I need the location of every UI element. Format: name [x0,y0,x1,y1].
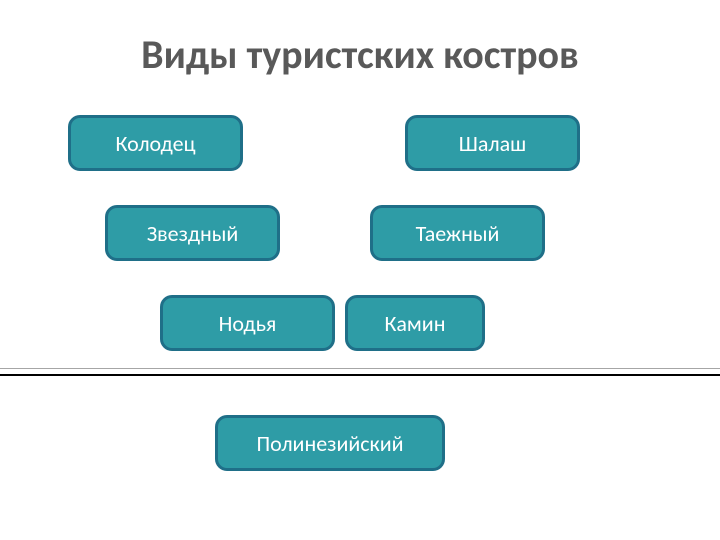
campfire-node-kolodets: Колодец [68,115,243,171]
divider-line [0,368,720,369]
campfire-node-nodya: Нодья [160,295,335,351]
slide-title: Виды туристских костров [0,30,720,79]
divider-line [0,374,720,376]
campfire-node-kamin: Камин [345,295,485,351]
campfire-node-zvezdny: Звездный [105,205,280,261]
campfire-node-taezhny: Таежный [370,205,545,261]
campfire-node-shalash: Шалаш [405,115,580,171]
campfire-node-polineziy: Полинезийский [215,415,445,471]
